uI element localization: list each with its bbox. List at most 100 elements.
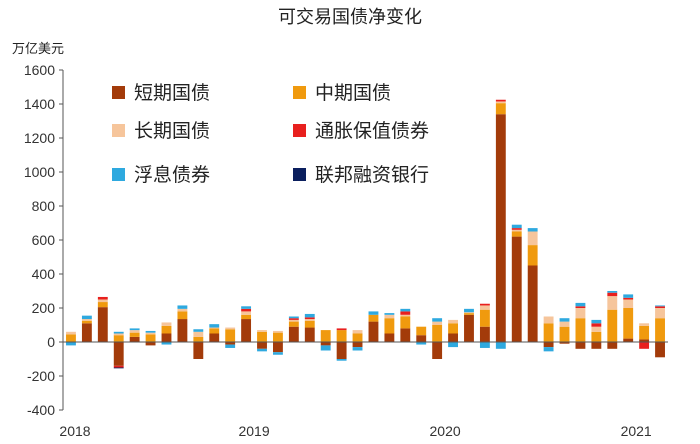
legend-label: 联邦融资银行 — [315, 164, 429, 186]
bar-segment-s0-p4 — [129, 336, 140, 342]
bar-segment-s0-p9 — [209, 333, 220, 342]
bar-segment-s4-p7 — [177, 305, 188, 309]
y-tick-label: 800 — [32, 198, 56, 214]
bar-segment-s1-p31 — [559, 326, 570, 342]
bar-segment-s2-p29 — [527, 231, 538, 246]
bar-segment-s3-p14 — [288, 318, 299, 320]
bar-segment-s3-p32 — [575, 306, 586, 308]
bar-segment-s4-p6 — [161, 342, 172, 345]
bar-segment-s1-p2 — [97, 302, 108, 308]
bar-segment-s2-p15 — [304, 319, 315, 321]
bar-segment-s2-p21 — [400, 314, 411, 317]
bar-segment-s1-p37 — [655, 318, 665, 342]
bar-segment-s4-p10 — [225, 344, 236, 348]
bar-segment-s2-p18 — [352, 330, 363, 334]
bar-segment-s1-p17 — [336, 330, 347, 342]
bar-segment-s4-p34 — [607, 291, 618, 293]
bar-segment-s3-p28 — [511, 228, 522, 230]
bar-segment-s4-p9 — [209, 324, 220, 328]
bar-segment-s2-p10 — [225, 327, 236, 330]
bar-segment-s1-p5 — [145, 334, 156, 342]
bar-segment-s1-p15 — [304, 320, 315, 328]
bar-segment-s1-p16 — [320, 330, 331, 342]
bar-segment-s0-p12 — [257, 342, 267, 349]
bar-segment-s0-p10 — [225, 342, 236, 345]
legend-swatch — [293, 124, 306, 137]
bar-segment-s0-p26 — [479, 326, 490, 342]
bar-segment-s0-p17 — [336, 342, 347, 359]
x-tick-label: 2018 — [59, 423, 90, 439]
bar-segment-s1-p36 — [639, 325, 650, 340]
bar-segment-s0-p28 — [511, 236, 522, 342]
bar-segment-s3-p27 — [495, 99, 506, 102]
bar-segment-s4-p13 — [273, 352, 283, 355]
bar-segment-s1-p6 — [161, 325, 172, 334]
bar-segment-s1-p24 — [448, 323, 458, 334]
bar-segment-s4-p18 — [352, 347, 363, 351]
bar-segment-s0-p16 — [320, 342, 331, 346]
bar-segment-s2-p13 — [273, 330, 283, 333]
y-tick-label: -400 — [27, 402, 55, 418]
bar-segment-s1-p22 — [416, 326, 427, 336]
bar-segment-s3-p17 — [336, 328, 347, 331]
legend-swatch — [112, 86, 125, 99]
bar-segment-s0-p34 — [607, 342, 618, 349]
bar-segment-s4-p27 — [495, 342, 506, 349]
y-tick-label: -200 — [27, 368, 55, 384]
bar-segment-s4-p32 — [575, 302, 586, 307]
bar-segment-s4-p31 — [559, 318, 570, 322]
bar-segment-s2-p8 — [193, 331, 204, 337]
legend-swatch — [293, 168, 306, 181]
legend-swatch — [112, 168, 125, 181]
bar-segment-s1-p21 — [400, 316, 411, 329]
bar-segment-s1-p19 — [368, 314, 379, 322]
bar-segment-s4-p23 — [432, 318, 443, 322]
bar-segment-s0-p35 — [623, 338, 634, 342]
bar-segment-s4-p30 — [543, 347, 554, 352]
legend-label: 浮息债券 — [134, 164, 210, 186]
bar-segment-s2-p31 — [559, 321, 570, 327]
bar-segment-s4-p25 — [464, 308, 474, 313]
bar-segment-s2-p20 — [384, 314, 395, 319]
bar-segment-s2-p7 — [177, 308, 188, 312]
bar-segment-s3-p26 — [479, 303, 490, 306]
bar-segment-s1-p7 — [177, 311, 188, 320]
bar-segment-s1-p29 — [527, 245, 538, 266]
bar-segment-s2-p14 — [288, 319, 299, 322]
axes: -400 -200 0 200 400 600 800 1000 1200 1400 1600 201… — [24, 62, 668, 439]
bar-segment-s4-p14 — [288, 316, 299, 319]
legend-label: 中期国债 — [315, 82, 391, 104]
legend-label: 通胀保值债券 — [315, 120, 429, 142]
bar-segment-s4-p1 — [81, 315, 92, 320]
bar-segment-s0-p29 — [527, 265, 538, 342]
bar-segment-s1-p3 — [113, 335, 124, 342]
x-tick-label: 2020 — [430, 423, 461, 439]
bar-segment-s0-p19 — [368, 321, 379, 342]
bar-segment-s0-p22 — [416, 335, 427, 342]
bar-segment-s4-p37 — [655, 305, 665, 307]
bar-segment-s1-p26 — [479, 309, 490, 327]
bar-segment-s1-p23 — [432, 325, 443, 342]
bar-segment-s1-p13 — [273, 332, 283, 342]
bar-segment-s3-p21 — [400, 311, 411, 315]
chart-title: 可交易国债净变化 — [278, 7, 422, 28]
y-axis-unit-label: 万亿美元 — [12, 42, 64, 57]
bar-segment-s0-p25 — [464, 314, 474, 342]
bar-segment-s1-p20 — [384, 318, 395, 334]
bar-segment-s2-p24 — [448, 319, 458, 324]
y-tick-label: 1400 — [24, 96, 55, 112]
bar-segment-s1-p32 — [575, 318, 586, 342]
bar-segment-s4-p19 — [368, 311, 379, 315]
bar-segment-s1-p35 — [623, 308, 634, 339]
bar-segment-s2-p28 — [511, 229, 522, 232]
bar-segment-s2-p30 — [543, 316, 554, 324]
bar-segment-s1-p0 — [66, 334, 76, 342]
bar-segment-s2-p4 — [129, 330, 140, 333]
bar-segment-s2-p36 — [639, 323, 650, 326]
bar-segment-s2-p6 — [161, 322, 172, 326]
bar-segment-s0-p31 — [559, 342, 570, 344]
bar-segment-s2-p35 — [623, 299, 634, 308]
bar-segment-s0-p7 — [177, 319, 188, 342]
